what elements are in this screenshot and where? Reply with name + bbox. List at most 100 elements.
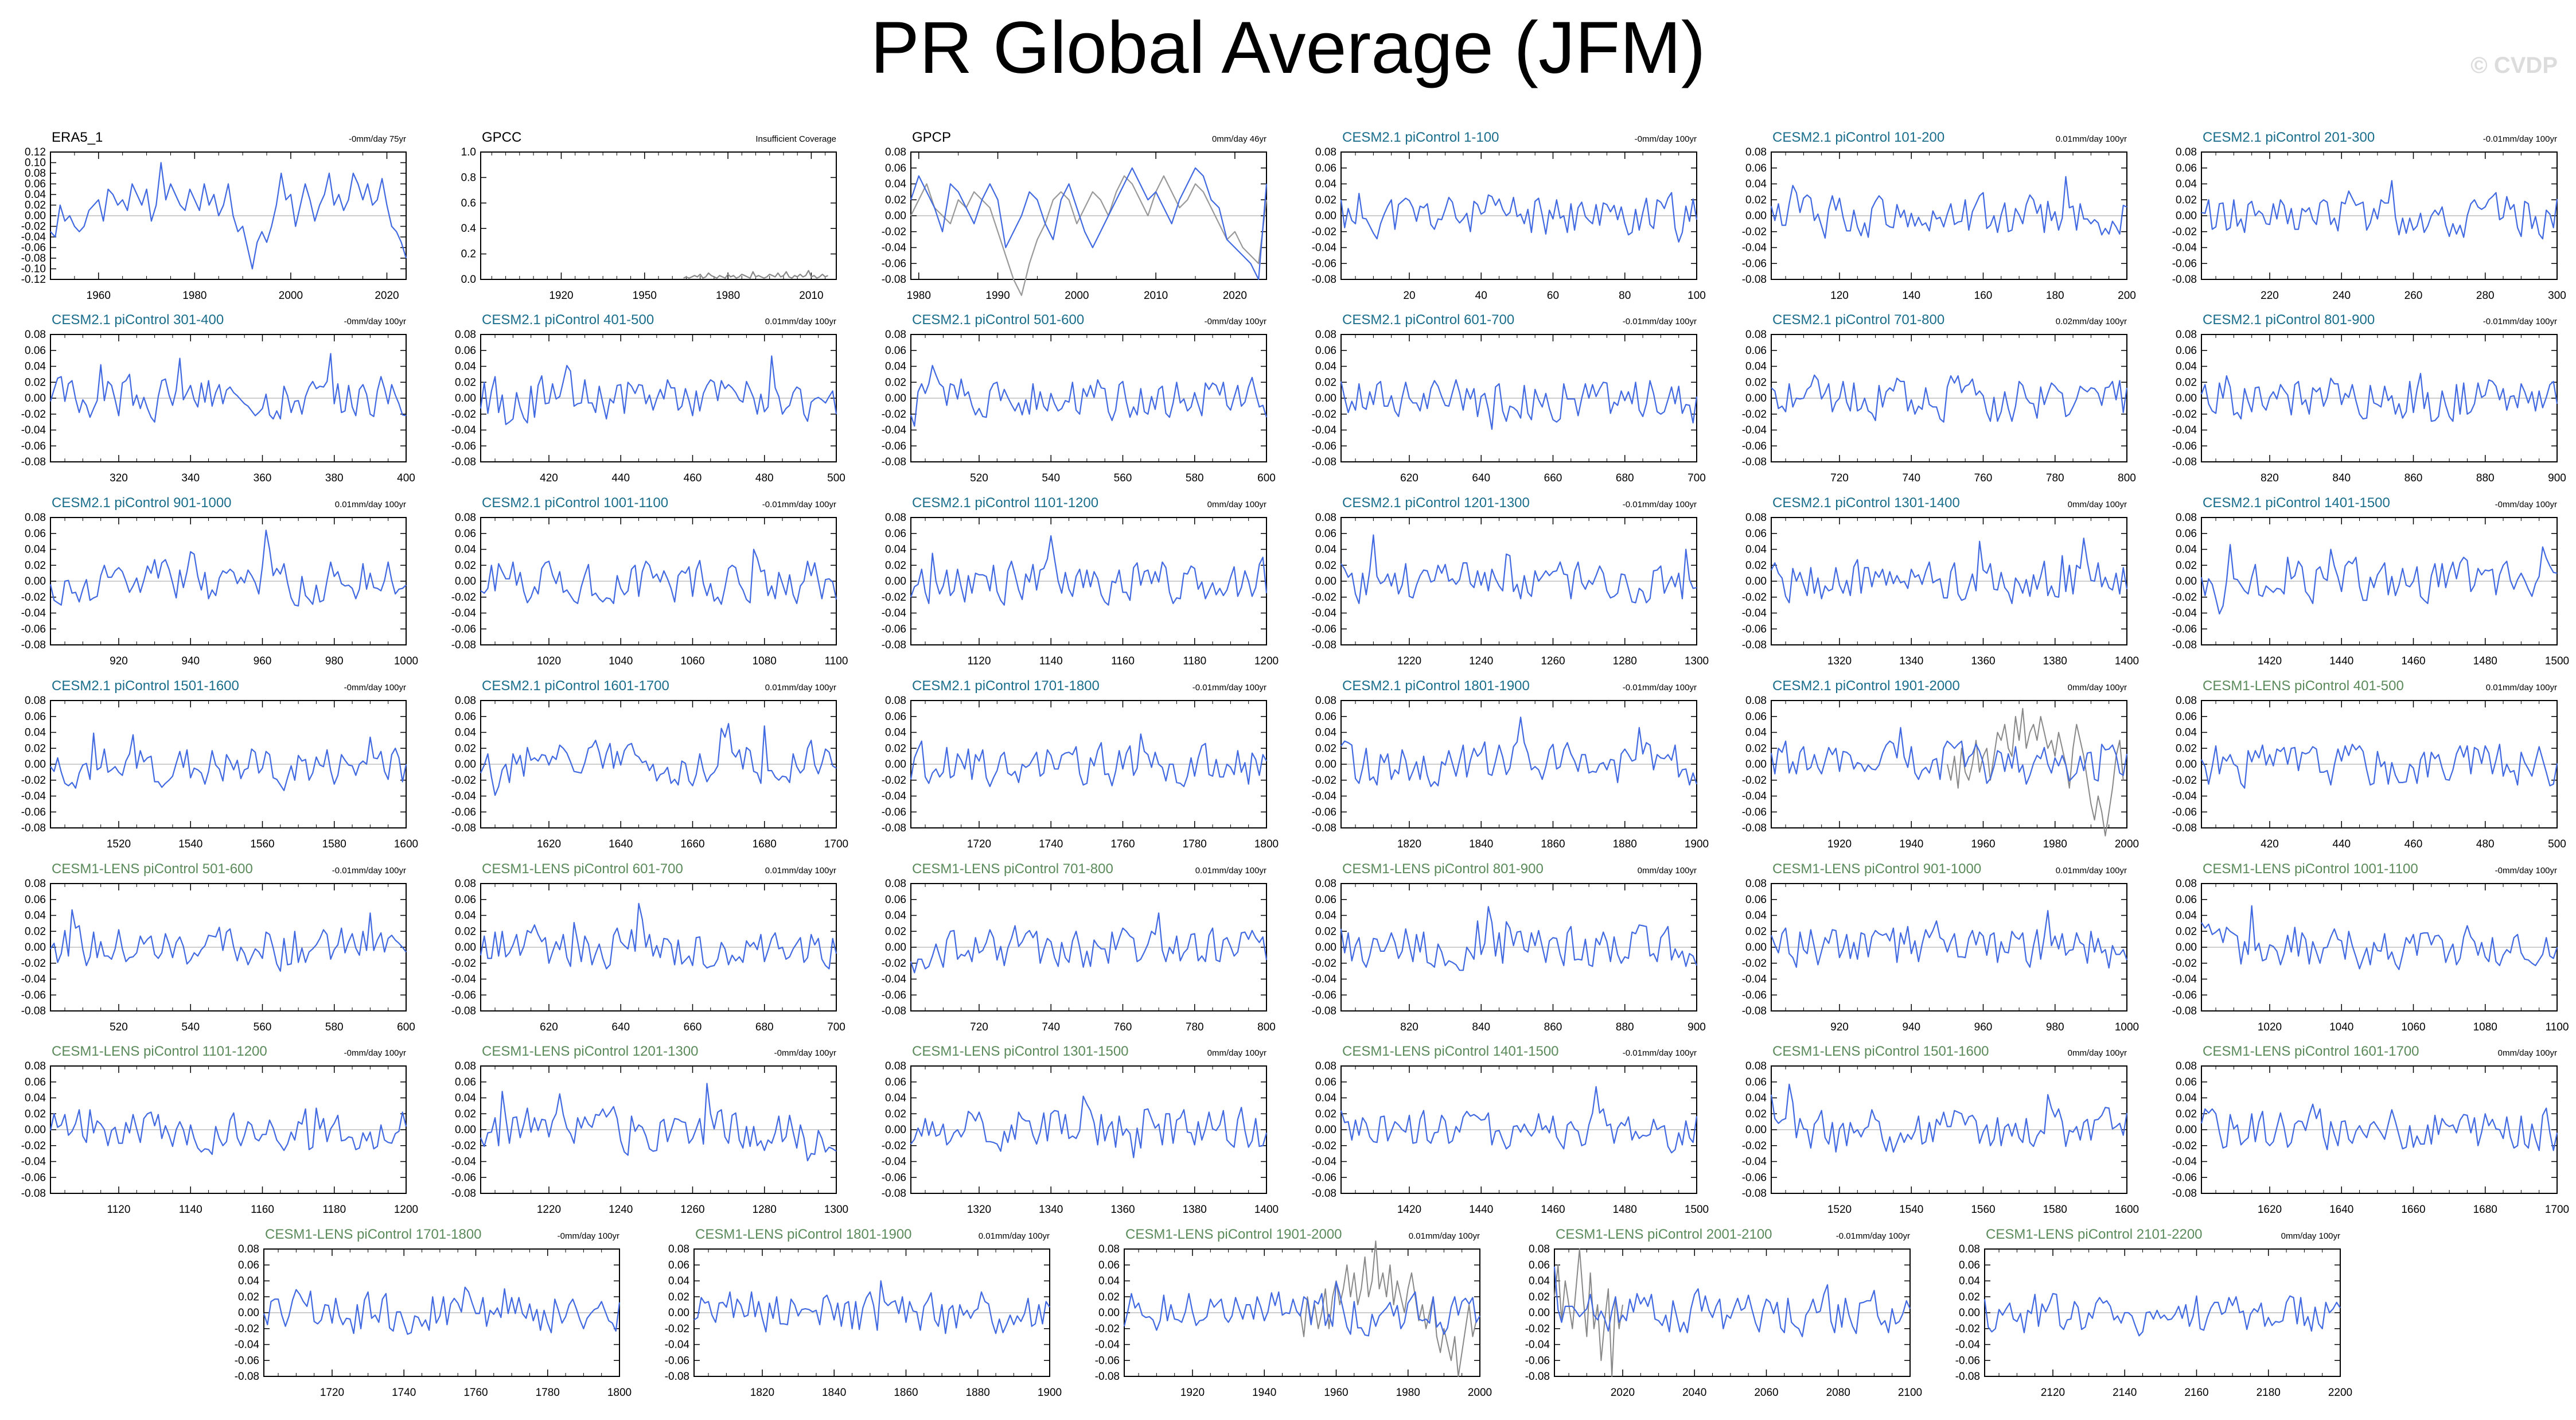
y-tick-label: -0.08 xyxy=(451,456,476,468)
y-tick-label: 0.08 xyxy=(1315,512,1336,524)
model-series-line xyxy=(1340,192,1698,243)
y-tick-label: -0.06 xyxy=(1312,806,1336,818)
panel-title: CESM2.1 piControl 1701-1800 xyxy=(912,678,1100,694)
chart-panel: CESM1-LENS piControl 1601-1700 0mm/day 10… xyxy=(2172,1044,2569,1216)
x-tick-label: 1180 xyxy=(322,1204,346,1216)
y-tick-label: -0.08 xyxy=(21,456,46,468)
trend-label: 0.01mm/day 100yr xyxy=(979,1231,1050,1241)
y-tick-label: 0.00 xyxy=(455,392,476,404)
y-tick-label: 0.00 xyxy=(2176,392,2197,404)
x-tick-label: 1600 xyxy=(2115,1204,2139,1216)
page-title: PR Global Average (JFM) xyxy=(870,7,1706,89)
panel-title: CESM1-LENS piControl 501-600 xyxy=(52,861,253,877)
x-tick-label: 1340 xyxy=(1039,1204,1063,1216)
x-tick-label: 2040 xyxy=(1682,1387,1706,1399)
x-tick-label: 1980 xyxy=(907,290,931,302)
model-series-line xyxy=(693,1280,1050,1335)
x-tick-label: 1160 xyxy=(251,1204,274,1216)
x-tick-label: 1000 xyxy=(2115,1021,2139,1033)
y-tick-label: 0.08 xyxy=(1315,695,1336,707)
y-tick-label: 0.02 xyxy=(885,559,906,571)
x-tick-label: 1740 xyxy=(1039,838,1063,850)
y-tick-label: 0.02 xyxy=(25,559,46,571)
y-tick-label: -0.08 xyxy=(1312,1005,1336,1017)
y-tick-label: 0.08 xyxy=(25,878,46,890)
observed-overlay-line xyxy=(1299,1240,1477,1377)
observed-overlay-line xyxy=(1946,707,2124,837)
x-tick-label: 940 xyxy=(181,655,200,667)
y-tick-label: 0.08 xyxy=(1529,1243,1550,1255)
model-series-line xyxy=(50,909,407,972)
y-tick-label: 0.00 xyxy=(25,758,46,771)
x-tick-label: 1100 xyxy=(2546,1021,2569,1033)
model-series-line xyxy=(1340,1086,1698,1154)
y-tick-label: 0.08 xyxy=(885,512,906,524)
y-tick-label: -0.02 xyxy=(665,1323,689,1335)
y-tick-label: 0.08 xyxy=(2176,146,2197,158)
model-series-line xyxy=(910,364,1268,427)
y-tick-label: 0.04 xyxy=(2176,178,2197,190)
y-tick-label: 0.06 xyxy=(1745,1076,1767,1088)
panel-title: CESM2.1 piControl 1101-1200 xyxy=(912,495,1098,511)
x-tick-label: 580 xyxy=(1186,472,1204,484)
y-tick-label: -0.08 xyxy=(2172,1005,2197,1017)
y-tick-label: -0.06 xyxy=(451,440,476,452)
x-tick-label: 940 xyxy=(1902,1021,1920,1033)
y-tick-label: -0.06 xyxy=(21,242,46,254)
y-tick-label: 0.06 xyxy=(1745,894,1767,906)
y-tick-label: 0.08 xyxy=(455,695,476,707)
y-tick-label: -0.02 xyxy=(1742,226,1767,238)
y-tick-label: 0.08 xyxy=(1315,146,1336,158)
x-tick-label: 1720 xyxy=(320,1387,344,1399)
y-tick-label: 0.04 xyxy=(668,1275,689,1287)
y-tick-label: 0.08 xyxy=(1745,329,1767,341)
panel-title: CESM2.1 piControl 101-200 xyxy=(1772,130,1944,145)
x-tick-label: 540 xyxy=(1042,472,1060,484)
panel-title: CESM1-LENS piControl 701-800 xyxy=(912,861,1113,877)
y-tick-label: -0.08 xyxy=(1095,1371,1120,1383)
y-tick-label: -0.04 xyxy=(451,1156,477,1168)
chart-panel: CESM2.1 piControl 101-200 0.01mm/day 100y… xyxy=(1742,130,2136,302)
x-tick-label: 1140 xyxy=(179,1204,202,1216)
y-tick-label: 0.00 xyxy=(885,758,906,771)
y-tick-label: 0.12 xyxy=(25,146,46,158)
x-tick-label: 1840 xyxy=(1469,838,1493,850)
model-series-line xyxy=(1771,374,2128,423)
x-tick-label: 220 xyxy=(2261,290,2279,302)
y-tick-label: -0.04 xyxy=(451,974,477,986)
y-tick-label: -0.04 xyxy=(882,791,907,803)
observed-overlay-line xyxy=(1554,1248,1623,1377)
x-tick-label: 920 xyxy=(110,655,128,667)
x-tick-label: 1960 xyxy=(1971,838,1995,850)
y-tick-label: -0.08 xyxy=(1742,456,1767,468)
x-tick-label: 1800 xyxy=(1254,838,1279,850)
y-tick-label: 0.04 xyxy=(885,178,906,190)
x-tick-label: 1220 xyxy=(537,1204,561,1216)
x-tick-label: 1780 xyxy=(1183,838,1207,850)
x-tick-label: 440 xyxy=(2332,838,2351,850)
model-series-line xyxy=(1553,1266,1911,1337)
y-tick-label: -0.04 xyxy=(1312,425,1337,437)
y-tick-label: 0.06 xyxy=(1529,1259,1550,1271)
y-tick-label: -0.06 xyxy=(1742,440,1767,452)
x-tick-label: 1760 xyxy=(1110,838,1135,850)
x-tick-label: 1990 xyxy=(985,290,1010,302)
y-tick-label: 0.04 xyxy=(885,727,906,739)
x-tick-label: 1960 xyxy=(1324,1387,1348,1399)
model-series-line xyxy=(1340,906,1698,971)
y-tick-label: 0.04 xyxy=(1745,544,1767,556)
y-tick-label: -0.02 xyxy=(882,409,906,421)
y-tick-label: -0.08 xyxy=(1312,822,1336,834)
y-tick-label: -0.04 xyxy=(1312,791,1337,803)
y-tick-label: -0.02 xyxy=(1312,592,1336,604)
panel-title: CESM1-LENS piControl 901-1000 xyxy=(1772,861,1981,877)
y-tick-label: -0.08 xyxy=(882,1188,906,1200)
model-series-line xyxy=(49,353,407,423)
y-tick-label: 0.04 xyxy=(1529,1275,1550,1287)
x-tick-label: 1020 xyxy=(537,655,561,667)
trend-label: 0.01mm/day 100yr xyxy=(765,317,836,326)
chart-panel: CESM2.1 piControl 1-100 -0mm/day 100yr -0.… xyxy=(1312,130,1706,302)
x-tick-label: 1460 xyxy=(2401,655,2425,667)
y-tick-label: -0.02 xyxy=(1742,1140,1767,1152)
